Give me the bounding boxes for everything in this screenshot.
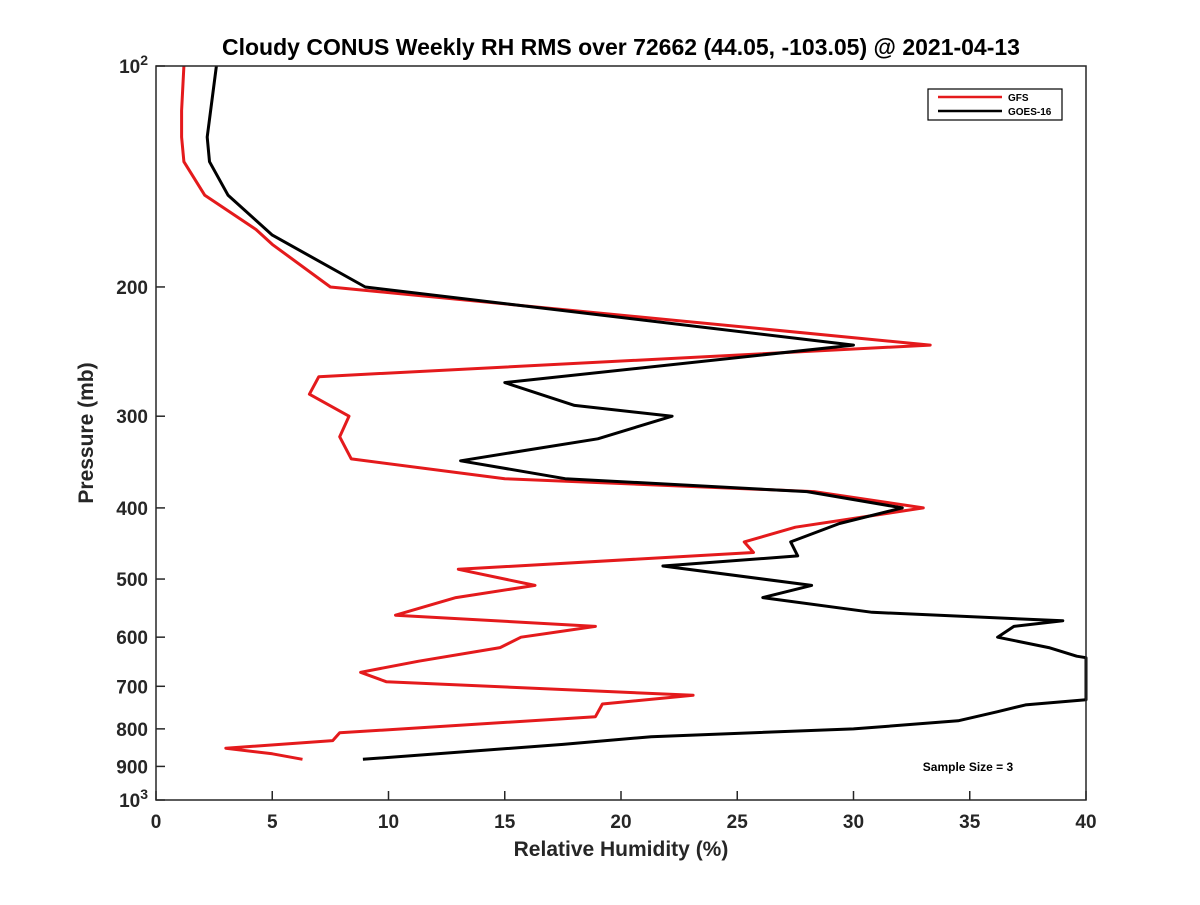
- y-tick-label: 800: [116, 720, 148, 741]
- y-tick-label: 900: [116, 757, 148, 778]
- series-line-goes-16: [205, 65, 1088, 761]
- x-tick-label: 5: [267, 812, 278, 833]
- x-axis-label: Relative Humidity (%): [514, 838, 729, 861]
- y-tick-label: 103: [119, 786, 148, 812]
- y-axis: 102 200 300 400 500 600 700 800 900 103: [116, 52, 165, 812]
- legend-label-gfs: GFS: [1008, 93, 1029, 104]
- x-axis: 0 5 10 15 20 25 30 35 40: [151, 791, 1097, 833]
- x-tick-label: 30: [843, 812, 864, 833]
- y-tick-label: 200: [116, 278, 148, 299]
- y-tick-label: 400: [116, 499, 148, 520]
- y-tick-label: 700: [116, 677, 148, 698]
- y-tick-label: 500: [116, 570, 148, 591]
- x-tick-label: 0: [151, 812, 162, 833]
- x-tick-label: 20: [610, 812, 631, 833]
- x-tick-label: 10: [378, 812, 399, 833]
- legend: GFS GOES-16: [927, 88, 1063, 121]
- series-line-gfs: [180, 65, 932, 761]
- y-tick-label: 600: [116, 628, 148, 649]
- legend-box: [927, 88, 1063, 121]
- legend-label-goes16: GOES-16: [1008, 107, 1052, 118]
- series-layer: [180, 65, 1088, 761]
- y-axis-label: Pressure (mb): [75, 362, 98, 503]
- x-tick-label: 25: [727, 812, 749, 833]
- x-tick-label: 15: [494, 812, 516, 833]
- x-tick-label: 40: [1075, 812, 1096, 833]
- x-tick-label: 35: [959, 812, 981, 833]
- y-tick-label: 102: [119, 52, 148, 78]
- chart-title: Cloudy CONUS Weekly RH RMS over 72662 (4…: [222, 34, 1020, 60]
- sample-size-annotation: Sample Size = 3: [923, 760, 1014, 774]
- y-tick-label: 300: [116, 407, 148, 428]
